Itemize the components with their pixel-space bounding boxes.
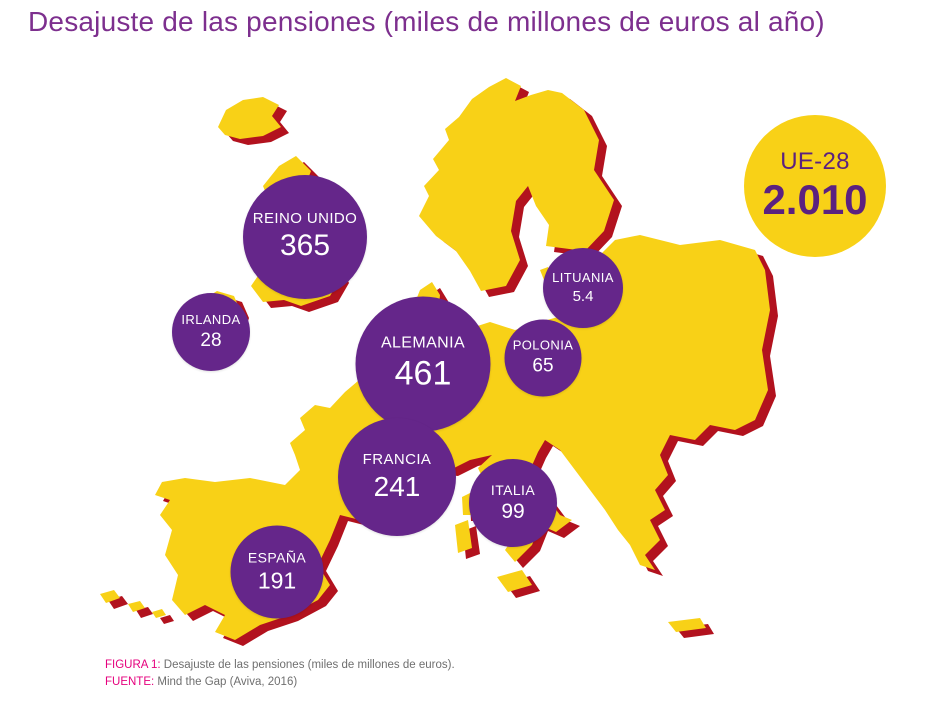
bubble-polonia: POLONIA 65: [504, 319, 582, 397]
ue28-value: 2.010: [762, 176, 868, 224]
bubble-irlanda: IRLANDA 28: [172, 293, 250, 371]
figure-caption: FIGURA 1: Desajuste de las pensiones (mi…: [105, 657, 455, 690]
bubble-value: 241: [373, 470, 421, 502]
bubble-lituania: LITUANIA 5.4: [543, 248, 623, 328]
bubble-francia: FRANCIA 241: [338, 418, 456, 536]
bubble-label: LITUANIA: [552, 269, 614, 285]
bubble-reino-unido: REINO UNIDO 365: [243, 175, 367, 299]
ue28-label: UE-28: [780, 147, 850, 175]
bubble-label: ITALIA: [490, 481, 536, 498]
bubble-value: 99: [501, 499, 525, 523]
bubble-alemania: ALEMANIA 461: [355, 296, 491, 432]
bubble-label: IRLANDA: [181, 311, 241, 327]
bubble-label: ALEMANIA: [380, 334, 466, 352]
figura-label: FIGURA 1:: [105, 659, 161, 671]
bubble-value: 28: [200, 329, 222, 351]
bubble-value: 5.4: [572, 287, 594, 305]
ue28-badge: UE-28 2.010: [744, 115, 886, 257]
bubble-value: 461: [394, 354, 452, 393]
bubble-label: ESPAÑA: [247, 549, 307, 566]
fuente-label: FUENTE:: [105, 675, 155, 688]
bubble-label: REINO UNIDO: [252, 210, 358, 228]
bubble-italia: ITALIA 99: [469, 459, 557, 547]
bubble-label: POLONIA: [512, 337, 574, 353]
figura-text: Desajuste de las pensiones (miles de mil…: [160, 659, 455, 671]
bubble-value: 65: [532, 355, 554, 377]
figura-line: FIGURA 1: Desajuste de las pensiones (mi…: [105, 657, 455, 674]
bubble-value: 191: [257, 567, 297, 594]
fuente-text: Mind the Gap (Aviva, 2016): [154, 675, 298, 688]
fuente-line: FUENTE: Mind the Gap (Aviva, 2016): [105, 674, 455, 691]
bubble-espana: ESPAÑA 191: [230, 525, 324, 619]
bubble-value: 365: [279, 229, 331, 263]
bubble-label: FRANCIA: [362, 451, 432, 469]
page-title: Desajuste de las pensiones (miles de mil…: [28, 6, 825, 37]
